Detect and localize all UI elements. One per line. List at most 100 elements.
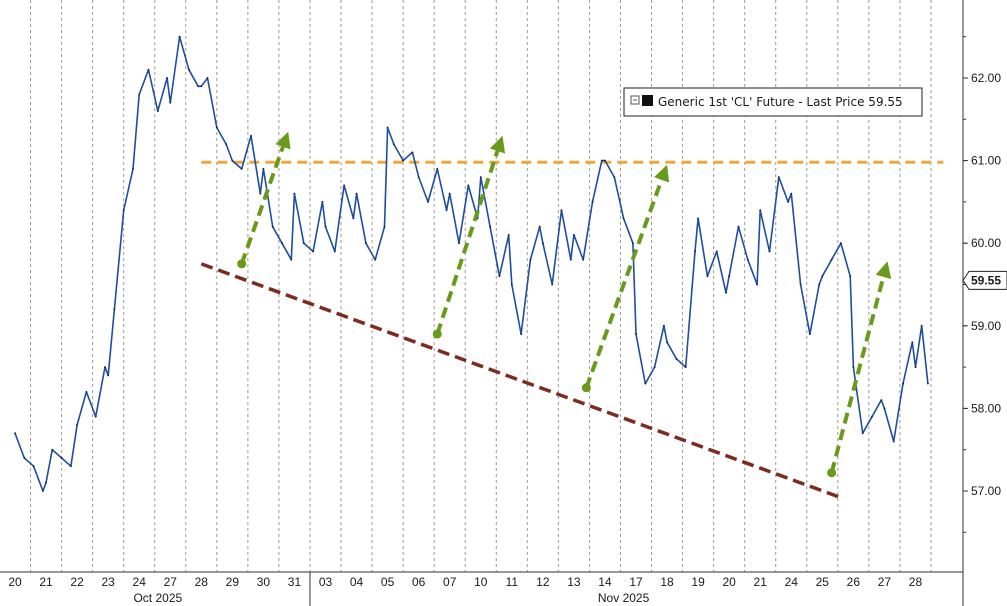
price-point [448, 192, 451, 195]
legend-label: Generic 1st 'CL' Future - Last Price 59.… [658, 95, 903, 109]
price-point [880, 399, 883, 402]
price-point [187, 68, 190, 71]
price-point [293, 192, 296, 195]
price-point [262, 167, 265, 170]
price-point [324, 225, 327, 228]
rebound-arrow-shaft [829, 276, 886, 474]
x-tick-label: 25 [816, 575, 830, 589]
y-tick-label: 57.00 [971, 484, 1001, 498]
price-point [728, 275, 731, 278]
y-tick-label: 61.00 [971, 154, 1001, 168]
price-point [76, 424, 78, 426]
price-point [818, 283, 821, 286]
rebound-arrow-head [875, 261, 892, 279]
x-tick-label: 03 [319, 575, 333, 589]
price-point [582, 258, 585, 261]
price-point [445, 209, 448, 212]
price-point [383, 225, 386, 228]
rebound-arrow-head [489, 135, 506, 154]
price-point [821, 275, 824, 278]
price-point [498, 275, 501, 278]
price-point [926, 382, 929, 385]
price-point [635, 333, 637, 335]
legend-box [623, 87, 923, 117]
x-tick-label: 24 [133, 575, 147, 589]
price-point [902, 382, 904, 385]
price-point [684, 366, 687, 368]
price-point [113, 308, 116, 311]
y-tick-label: 58.00 [971, 401, 1001, 415]
price-point [746, 258, 749, 261]
rebound-arrow-head [275, 131, 291, 150]
legend: Generic 1st 'CL' Future - Last Price 59.… [623, 87, 923, 117]
y-tick-label: 60.00 [971, 236, 1001, 250]
price-point [436, 167, 439, 170]
price-point [206, 77, 209, 79]
rebound-arrow-shaft [435, 150, 500, 335]
price-point [840, 242, 842, 245]
price-point [271, 225, 274, 228]
price-point [51, 448, 54, 451]
price-point [600, 159, 603, 162]
price-point [147, 68, 150, 71]
annotations-back [200, 160, 944, 500]
rebound-arrow-shaft [584, 179, 664, 389]
price-point [178, 35, 181, 38]
price-point [861, 432, 864, 435]
x-tick-label: 06 [412, 575, 426, 589]
price-point [914, 366, 917, 368]
price-point [790, 192, 793, 195]
x-tick-label: 04 [350, 575, 364, 589]
price-point [374, 258, 377, 261]
price-point [604, 159, 606, 162]
price-point [355, 192, 358, 195]
price-point [613, 176, 616, 179]
price-point [697, 217, 699, 220]
x-tick-label: 05 [381, 575, 395, 589]
price-point [333, 250, 336, 253]
x-tick-label: 14 [598, 575, 612, 589]
price-point [343, 184, 346, 187]
price-point [759, 209, 762, 212]
price-point [290, 258, 293, 261]
price-point [69, 465, 72, 468]
price-point [250, 134, 252, 137]
x-tick-label: 23 [101, 575, 115, 589]
price-point [507, 234, 510, 236]
rebound-arrow-origin [581, 383, 591, 393]
price-point [871, 415, 873, 418]
price-point [920, 324, 923, 327]
x-tick-label: 11 [506, 575, 519, 589]
price-point [364, 242, 367, 245]
series-layer [14, 35, 929, 492]
price-point [479, 176, 482, 179]
price-point [45, 481, 47, 484]
price-point [427, 201, 429, 203]
price-point [694, 250, 696, 253]
price-point [560, 209, 563, 212]
price-point [849, 275, 852, 278]
price-point [352, 217, 355, 220]
rebound-arrow-origin [432, 329, 442, 339]
price-point [830, 258, 833, 261]
price-point [520, 333, 523, 335]
x-tick-label: 20 [722, 575, 736, 589]
rebound-arrow-origin [827, 468, 837, 478]
price-point [107, 374, 110, 377]
x-tick-label: 19 [691, 575, 705, 589]
price-point [417, 176, 420, 179]
price-point [42, 490, 44, 492]
x-tick-label: 21 [754, 575, 768, 589]
x-month-label: Oct 2025 [133, 591, 182, 605]
y-tick-label: 62.00 [971, 71, 1001, 85]
price-point [23, 457, 26, 459]
price-point [644, 382, 647, 385]
price-point [573, 234, 575, 236]
x-tick-label: 22 [70, 575, 84, 589]
x-tick-label: 31 [288, 575, 302, 589]
price-point [489, 225, 491, 228]
price-point [777, 176, 780, 179]
price-point [302, 242, 305, 245]
